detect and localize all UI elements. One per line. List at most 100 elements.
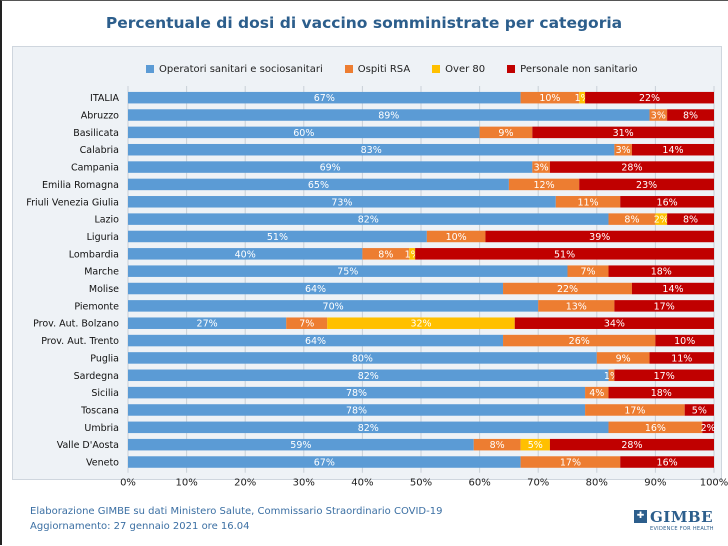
bar-segment: [538, 300, 615, 312]
legend-swatch: [344, 65, 353, 73]
bar-segment: [585, 91, 714, 104]
category-label: Piemonte: [74, 301, 119, 312]
bar-segment: [684, 404, 714, 416]
category-label: Basilicata: [73, 128, 119, 139]
data-label: 32%: [410, 319, 431, 330]
data-label: 8%: [683, 215, 698, 226]
data-label: 22%: [639, 93, 660, 104]
data-label: 82%: [358, 371, 379, 382]
category-label: Lombardia: [69, 249, 119, 260]
bar-segment: [520, 438, 550, 451]
bar-segment: [608, 386, 714, 399]
bar-segment: [614, 143, 632, 156]
bar-segment: [585, 386, 609, 399]
bar-segment: [649, 352, 714, 364]
data-label: 14%: [662, 284, 683, 295]
data-label: 16%: [645, 423, 666, 434]
bar-segment: [614, 369, 714, 382]
data-label: 82%: [358, 215, 379, 226]
bar-segment: [128, 91, 521, 104]
data-label: 3%: [534, 163, 549, 174]
data-label: 28%: [621, 163, 642, 174]
bar-segment: [567, 265, 609, 277]
bar-segment: [532, 161, 550, 173]
logo-tagline: EVIDENCE FOR HEALTH: [650, 526, 714, 532]
bar-segment: [555, 196, 621, 208]
bar-segment: [426, 230, 486, 243]
data-label: 89%: [378, 111, 399, 122]
bar-segment: [667, 213, 714, 225]
bar-segment: [702, 421, 714, 434]
bar-segment: [128, 230, 427, 243]
data-label: 60%: [293, 128, 314, 139]
data-label: 59%: [290, 440, 311, 451]
data-label: 1%: [405, 249, 420, 260]
data-label: 64%: [305, 336, 326, 347]
bar-segment: [479, 126, 533, 139]
x-tick-label: 80%: [586, 478, 608, 489]
data-label: 8%: [624, 215, 639, 226]
data-label: 2%: [654, 215, 669, 226]
data-label: 9%: [498, 128, 513, 139]
data-label: 23%: [636, 180, 657, 191]
bar-segment: [520, 91, 580, 104]
bar-segment: [508, 178, 580, 191]
x-tick-label: 30%: [293, 478, 315, 489]
bar-segment: [128, 265, 568, 277]
category-label: Sicilia: [91, 388, 119, 399]
bar-segment: [608, 421, 703, 434]
data-label: 8%: [490, 440, 505, 451]
bar-segment: [620, 196, 714, 208]
x-tick-label: 100%: [700, 478, 728, 489]
bar-segment: [327, 317, 515, 329]
bar-segment: [128, 282, 504, 295]
bar-segment: [655, 213, 668, 225]
data-label: 65%: [308, 180, 329, 191]
data-label: 1%: [604, 371, 619, 382]
legend-swatch: [507, 65, 516, 73]
category-label: Abruzzo: [81, 111, 119, 122]
category-label: Veneto: [86, 458, 119, 469]
footer-source: Elaborazione GIMBE su dati Ministero Sal…: [30, 506, 443, 517]
legend-label: Personale non sanitario: [520, 63, 638, 75]
bar-segment: [473, 438, 521, 451]
data-label: 51%: [267, 232, 288, 243]
bar-segment: [620, 456, 714, 468]
data-label: 16%: [657, 458, 678, 469]
data-label: 4%: [589, 388, 604, 399]
legend-item: Operatori sanitari e sociosanitari: [146, 64, 323, 75]
category-label: Emilia Romagna: [42, 180, 119, 191]
bar-segment: [585, 404, 685, 416]
data-label: 17%: [624, 405, 645, 416]
category-label: Campania: [71, 163, 119, 174]
bar-segment: [532, 126, 714, 139]
data-label: 31%: [613, 128, 634, 139]
bar-segment: [128, 352, 597, 364]
data-label: 18%: [651, 267, 672, 278]
data-label: 27%: [197, 319, 218, 330]
bar-segment: [128, 438, 474, 451]
data-label: 13%: [566, 301, 587, 312]
category-label: Prov. Aut. Trento: [41, 336, 119, 347]
category-label: Sardegna: [74, 371, 119, 382]
data-label: 11%: [577, 197, 598, 208]
bar-segment: [128, 248, 363, 260]
x-tick-label: 70%: [527, 478, 549, 489]
category-label: Puglia: [90, 353, 119, 364]
bar-segment: [608, 265, 714, 277]
data-label: 26%: [569, 336, 590, 347]
data-label: 80%: [352, 353, 373, 364]
category-label: Lazio: [94, 215, 119, 226]
data-label: 3%: [616, 145, 631, 156]
category-label: Valle D'Aosta: [57, 440, 119, 451]
bar-segment: [128, 300, 539, 312]
data-label: 3%: [651, 111, 666, 122]
data-label: 67%: [314, 458, 335, 469]
data-label: 69%: [320, 163, 341, 174]
bar-segment: [667, 109, 714, 121]
x-tick-label: 50%: [410, 478, 432, 489]
category-label: Toscana: [80, 405, 119, 416]
bar-segment: [128, 196, 556, 208]
data-label: 83%: [361, 145, 382, 156]
data-label: 16%: [657, 197, 678, 208]
